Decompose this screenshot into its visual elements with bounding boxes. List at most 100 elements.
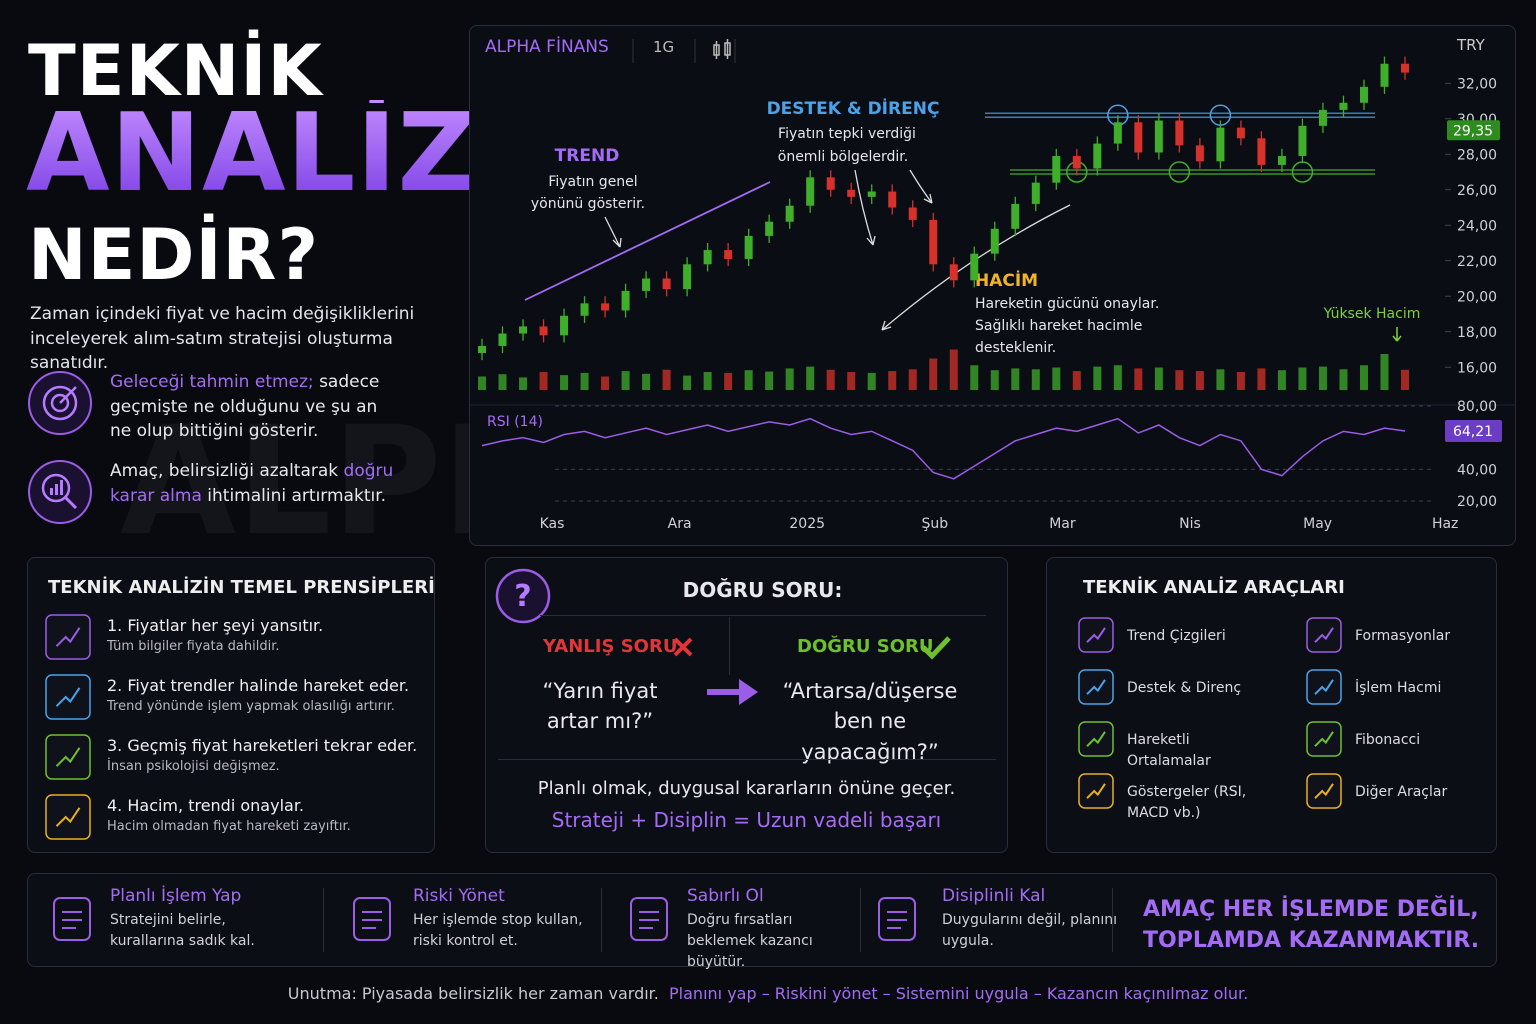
annotation-text: Fiyatın tepki verdiği: [778, 126, 916, 142]
volume-bar: [1298, 367, 1307, 390]
volume-bar: [806, 366, 815, 390]
candle-body: [1011, 203, 1020, 229]
footer: Unutma: Piyasada belirsizlik her zaman v…: [0, 984, 1536, 1003]
volume-bar: [1359, 365, 1368, 390]
volume-bar: [601, 376, 610, 390]
icon-glyph: [1314, 783, 1334, 799]
principle-title: 4. Hacim, trendi onaylar.: [107, 796, 305, 815]
card-title: TEKNİK ANALİZİN TEMEL PRENSİPLERİ: [48, 577, 435, 598]
svg-text:?: ?: [514, 579, 531, 614]
volume-bar: [1154, 367, 1163, 390]
y-tick-label: 20,00: [1457, 494, 1497, 510]
touch-marker: [1168, 161, 1191, 183]
x-tick-label: Mar: [1049, 516, 1076, 532]
volume-bar: [1236, 372, 1245, 390]
candle-body: [478, 345, 486, 354]
title-line: NEDİR?: [28, 214, 320, 296]
icon-glyph: [1086, 731, 1106, 747]
volume-bar: [867, 372, 876, 390]
icon-frame: [1306, 721, 1342, 757]
x-tick-label: Haz: [1432, 516, 1458, 532]
wrong-question: “Yarın fiyat artar mı?”: [542, 679, 658, 734]
trend-line: [524, 181, 771, 301]
candle-body: [601, 303, 610, 311]
volume-bar: [765, 371, 774, 390]
candle-body: [744, 235, 753, 259]
habit-icon: [878, 897, 916, 941]
candle-body: [1257, 138, 1266, 165]
candle-body: [1277, 156, 1286, 165]
volume-bar: [1318, 366, 1327, 390]
candle-body: [990, 228, 999, 254]
candle-body: [765, 221, 774, 236]
note: Planlı olmak, duygusal kararların önüne …: [537, 778, 956, 799]
icon-frame: [45, 794, 91, 840]
volume-bar: [1380, 354, 1389, 390]
tool-label: Hareketli Ortalamalar: [1127, 732, 1211, 769]
y-tick-label: 28,00: [1457, 147, 1497, 163]
icon-frame: [53, 897, 91, 941]
annotation-title: TREND: [555, 146, 620, 166]
candle-body: [867, 191, 876, 197]
divider: [498, 759, 996, 760]
brand: ALPHA FİNANS: [485, 36, 609, 57]
volume-bar: [580, 372, 589, 390]
title-highlight: ANALİZ: [26, 91, 477, 216]
divider: [540, 615, 986, 616]
point-highlight: doğru karar alma: [110, 461, 394, 506]
x-tick-label: Ara: [668, 516, 692, 532]
principles-card: [27, 557, 435, 853]
icon-glyph: [1314, 679, 1334, 695]
principle-title: 3. Geçmiş fiyat hareketleri tekrar eder.: [107, 736, 418, 755]
icon: [1078, 617, 1114, 653]
habit-title: Planlı İşlem Yap: [110, 886, 242, 906]
volume-bar: [1113, 365, 1122, 390]
footer-text: Unutma: Piyasada belirsizlik her zaman v…: [287, 984, 659, 1003]
icon-frame: [45, 674, 91, 720]
high-volume-label: Yüksek Hacim: [1323, 306, 1421, 322]
question-icon: ?: [495, 568, 551, 624]
x-tick-label: 2025: [789, 516, 825, 532]
icon-frame: [630, 897, 668, 941]
icon: [45, 614, 91, 660]
y-tick-label: 20,00: [1457, 289, 1497, 305]
volume-bar: [888, 371, 897, 390]
arrow: [1392, 327, 1402, 342]
candle-body: [519, 326, 528, 334]
price-tag: [1447, 120, 1500, 141]
volume-bar: [826, 369, 835, 390]
habit-text: Duygularını değil, planını uygula.: [942, 912, 1117, 949]
tool-label: Fibonacci: [1355, 732, 1421, 748]
volume-bar: [1401, 369, 1409, 390]
y-tick-label: 24,00: [1457, 218, 1497, 234]
principle-text: Tüm bilgiler fiyata dahildir.: [107, 639, 280, 654]
card-title: TEKNİK ANALİZ ARAÇLARI: [1083, 577, 1345, 598]
separator: [1112, 888, 1113, 952]
candle-body: [1154, 120, 1163, 153]
candle-body: [847, 189, 856, 197]
chart: ALPHA FİNANS 1G TRY RSI (14) TREND Fiyat…: [470, 36, 1516, 532]
rsi-line: [481, 417, 1406, 480]
candle-body: [539, 326, 548, 336]
candle-body: [580, 303, 589, 316]
target-icon: [28, 371, 92, 435]
candle-body: [806, 177, 815, 206]
candle-body: [1195, 145, 1204, 162]
volume-bar: [662, 369, 671, 390]
principle-text: Trend yönünde işlem yapmak olasılığı art…: [107, 699, 395, 714]
icon-glyph: [55, 747, 81, 767]
tool-label: İşlem Hacmi: [1355, 680, 1442, 696]
habits-strip: [27, 873, 1497, 967]
candle-body: [1216, 127, 1225, 162]
habit-text: Stratejini belirle, kurallarına sadık ka…: [110, 912, 255, 949]
icon-frame: [1306, 617, 1342, 653]
candle-body: [1052, 156, 1061, 183]
icon-frame: [1078, 669, 1114, 705]
title-line: TEKNİK: [28, 30, 323, 112]
volume-bar: [929, 358, 938, 390]
candle-body: [1031, 182, 1040, 204]
icon: [1306, 669, 1342, 705]
habit: Disiplinli Kal Duygularını değil, planını…: [942, 886, 1127, 952]
check-icon: [921, 636, 951, 660]
candle-body: [621, 290, 630, 311]
